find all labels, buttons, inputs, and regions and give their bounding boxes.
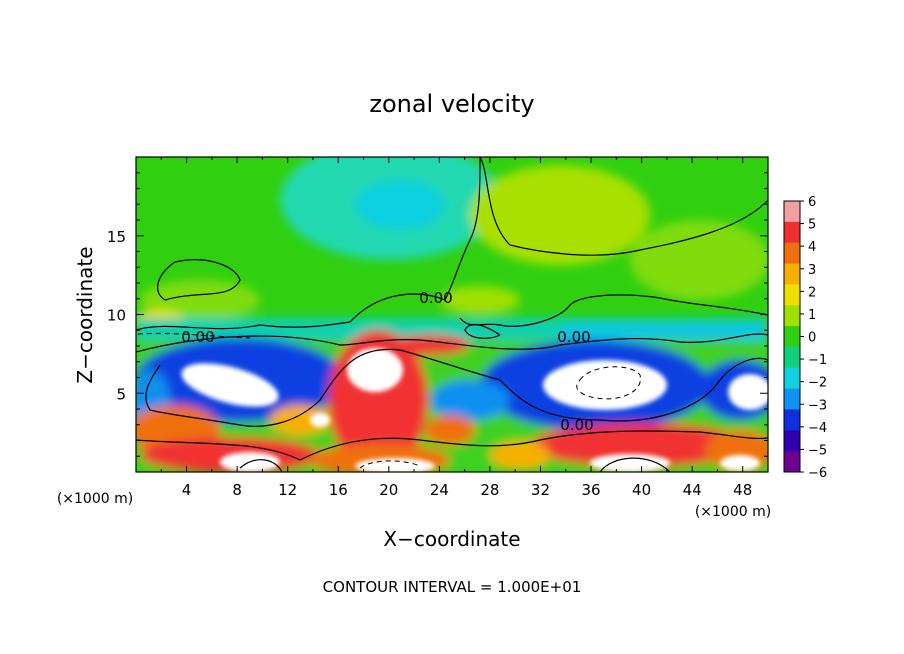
- negative-contours: [136, 332, 641, 469]
- colorbar-tick-label: 4: [808, 240, 816, 255]
- contour-interval-footer: CONTOUR INTERVAL = 1.000E+01: [323, 578, 582, 596]
- colorbar-swatch: [784, 451, 800, 473]
- x-tick-label: 44: [683, 481, 702, 499]
- colorbar-swatch: [784, 284, 800, 306]
- colorbar-swatch: [784, 326, 800, 348]
- colorbar-swatch: [784, 263, 800, 285]
- x-unit-right: (×1000 m): [695, 504, 771, 520]
- plot-area: [136, 157, 768, 472]
- colorbar-tick-label: −5: [808, 443, 827, 458]
- colorbar-tick-label: 6: [808, 195, 816, 210]
- x-tick-label: 36: [581, 481, 600, 499]
- y-axis-label: Z−coordinate: [73, 246, 97, 383]
- contour-labels: 0.00 0.00 0.00 0.00: [181, 289, 593, 434]
- colorbar-swatch: [784, 221, 800, 244]
- field-blobs: [136, 157, 768, 472]
- colorbar-swatch: [784, 346, 800, 369]
- colorbar-tick-label: −4: [808, 421, 827, 436]
- chart-title: zonal velocity: [369, 90, 534, 118]
- colorbar-swatch: [784, 430, 800, 452]
- colorbar-tick-label: −3: [808, 398, 827, 413]
- contour-label: 0.00: [560, 416, 593, 434]
- y-tick-label: 10: [107, 307, 126, 325]
- x-tick-label: 4: [182, 481, 192, 499]
- x-tick-label: 28: [480, 481, 499, 499]
- colorbar-swatch: [784, 242, 800, 265]
- x-tick-label: 12: [278, 481, 297, 499]
- x-tick-label: 32: [531, 481, 550, 499]
- contour-label: 0.00: [419, 289, 452, 307]
- x-axis: 4 8 12 16 20 24 28 32 36 40 44 48: [160, 157, 752, 499]
- colorbar-swatch: [784, 388, 800, 410]
- x-tick-label: 20: [379, 481, 398, 499]
- contour-lines: [136, 157, 768, 472]
- colorbar-tick-label: 3: [808, 263, 816, 278]
- colorbar: 6 5 4 3 2 1 0 −1 −2 −3 −4 −5 −6: [783, 195, 827, 481]
- contour-label: 0.00: [181, 328, 214, 346]
- y-tick-label: 5: [116, 385, 126, 403]
- x-axis-label: X−coordinate: [383, 527, 520, 551]
- x-tick-label: 40: [632, 481, 651, 499]
- field-peaks: [181, 348, 768, 472]
- colorbar-tick-label: 5: [808, 218, 816, 233]
- x-tick-label: 8: [232, 481, 242, 499]
- colorbar-tick-label: −1: [808, 353, 827, 368]
- colorbar-tick-label: 2: [808, 285, 816, 300]
- colorbar-swatch: [784, 409, 800, 431]
- colorbar-swatch: [784, 305, 800, 327]
- x-tick-label: 24: [430, 481, 449, 499]
- colorbar-swatch: [784, 201, 800, 223]
- x-tick-label: 48: [733, 481, 752, 499]
- x-unit-left: (×1000 m): [57, 491, 133, 507]
- contour-label: 0.00: [557, 328, 590, 346]
- y-tick-label: 15: [107, 228, 126, 246]
- colorbar-tick-label: −2: [808, 376, 827, 391]
- x-tick-label: 16: [329, 481, 348, 499]
- colorbar-tick-label: −6: [808, 466, 827, 481]
- colorbar-swatch: [784, 367, 800, 390]
- colorbar-tick-label: 1: [808, 308, 816, 323]
- y-axis: 5 10 15: [107, 172, 768, 457]
- colorbar-tick-label: 0: [808, 331, 816, 346]
